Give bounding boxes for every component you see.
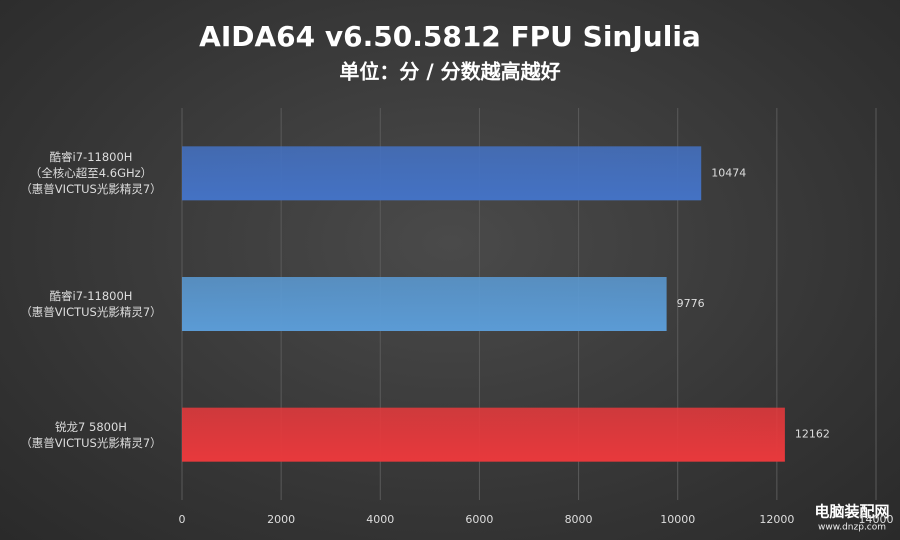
x-tick-label: 4000 xyxy=(366,513,394,526)
value-label: 9776 xyxy=(677,297,705,310)
y-tick-label: 锐龙7 5800H （惠普VICTUS光影精灵7） xyxy=(20,419,162,450)
bar xyxy=(182,407,785,462)
chart-title: AIDA64 v6.50.5812 FPU SinJulia xyxy=(199,20,701,53)
x-tick-label: 0 xyxy=(179,513,186,526)
value-label: 12162 xyxy=(795,428,830,441)
x-tick-label: 12000 xyxy=(759,513,794,526)
x-tick-label: 6000 xyxy=(465,513,493,526)
value-label: 10474 xyxy=(711,166,746,179)
watermark-name: 电脑装配网 xyxy=(814,503,889,521)
x-tick-label: 10000 xyxy=(660,513,695,526)
x-tick-label: 8000 xyxy=(565,513,593,526)
y-tick-label: 酷睿i7-11800H （全核心超至4.6GHz） （惠普VICTUS光影精灵7… xyxy=(20,150,162,197)
bar xyxy=(182,277,667,331)
y-tick-label: 酷睿i7-11800H （惠普VICTUS光影精灵7） xyxy=(20,289,162,319)
bar xyxy=(182,146,702,201)
chart-subtitle: 单位：分 / 分数越高越好 xyxy=(339,60,560,84)
x-tick-label: 14000 xyxy=(859,513,894,526)
x-tick-label: 2000 xyxy=(267,513,295,526)
watermark-url: www.dnzp.com xyxy=(818,523,886,533)
